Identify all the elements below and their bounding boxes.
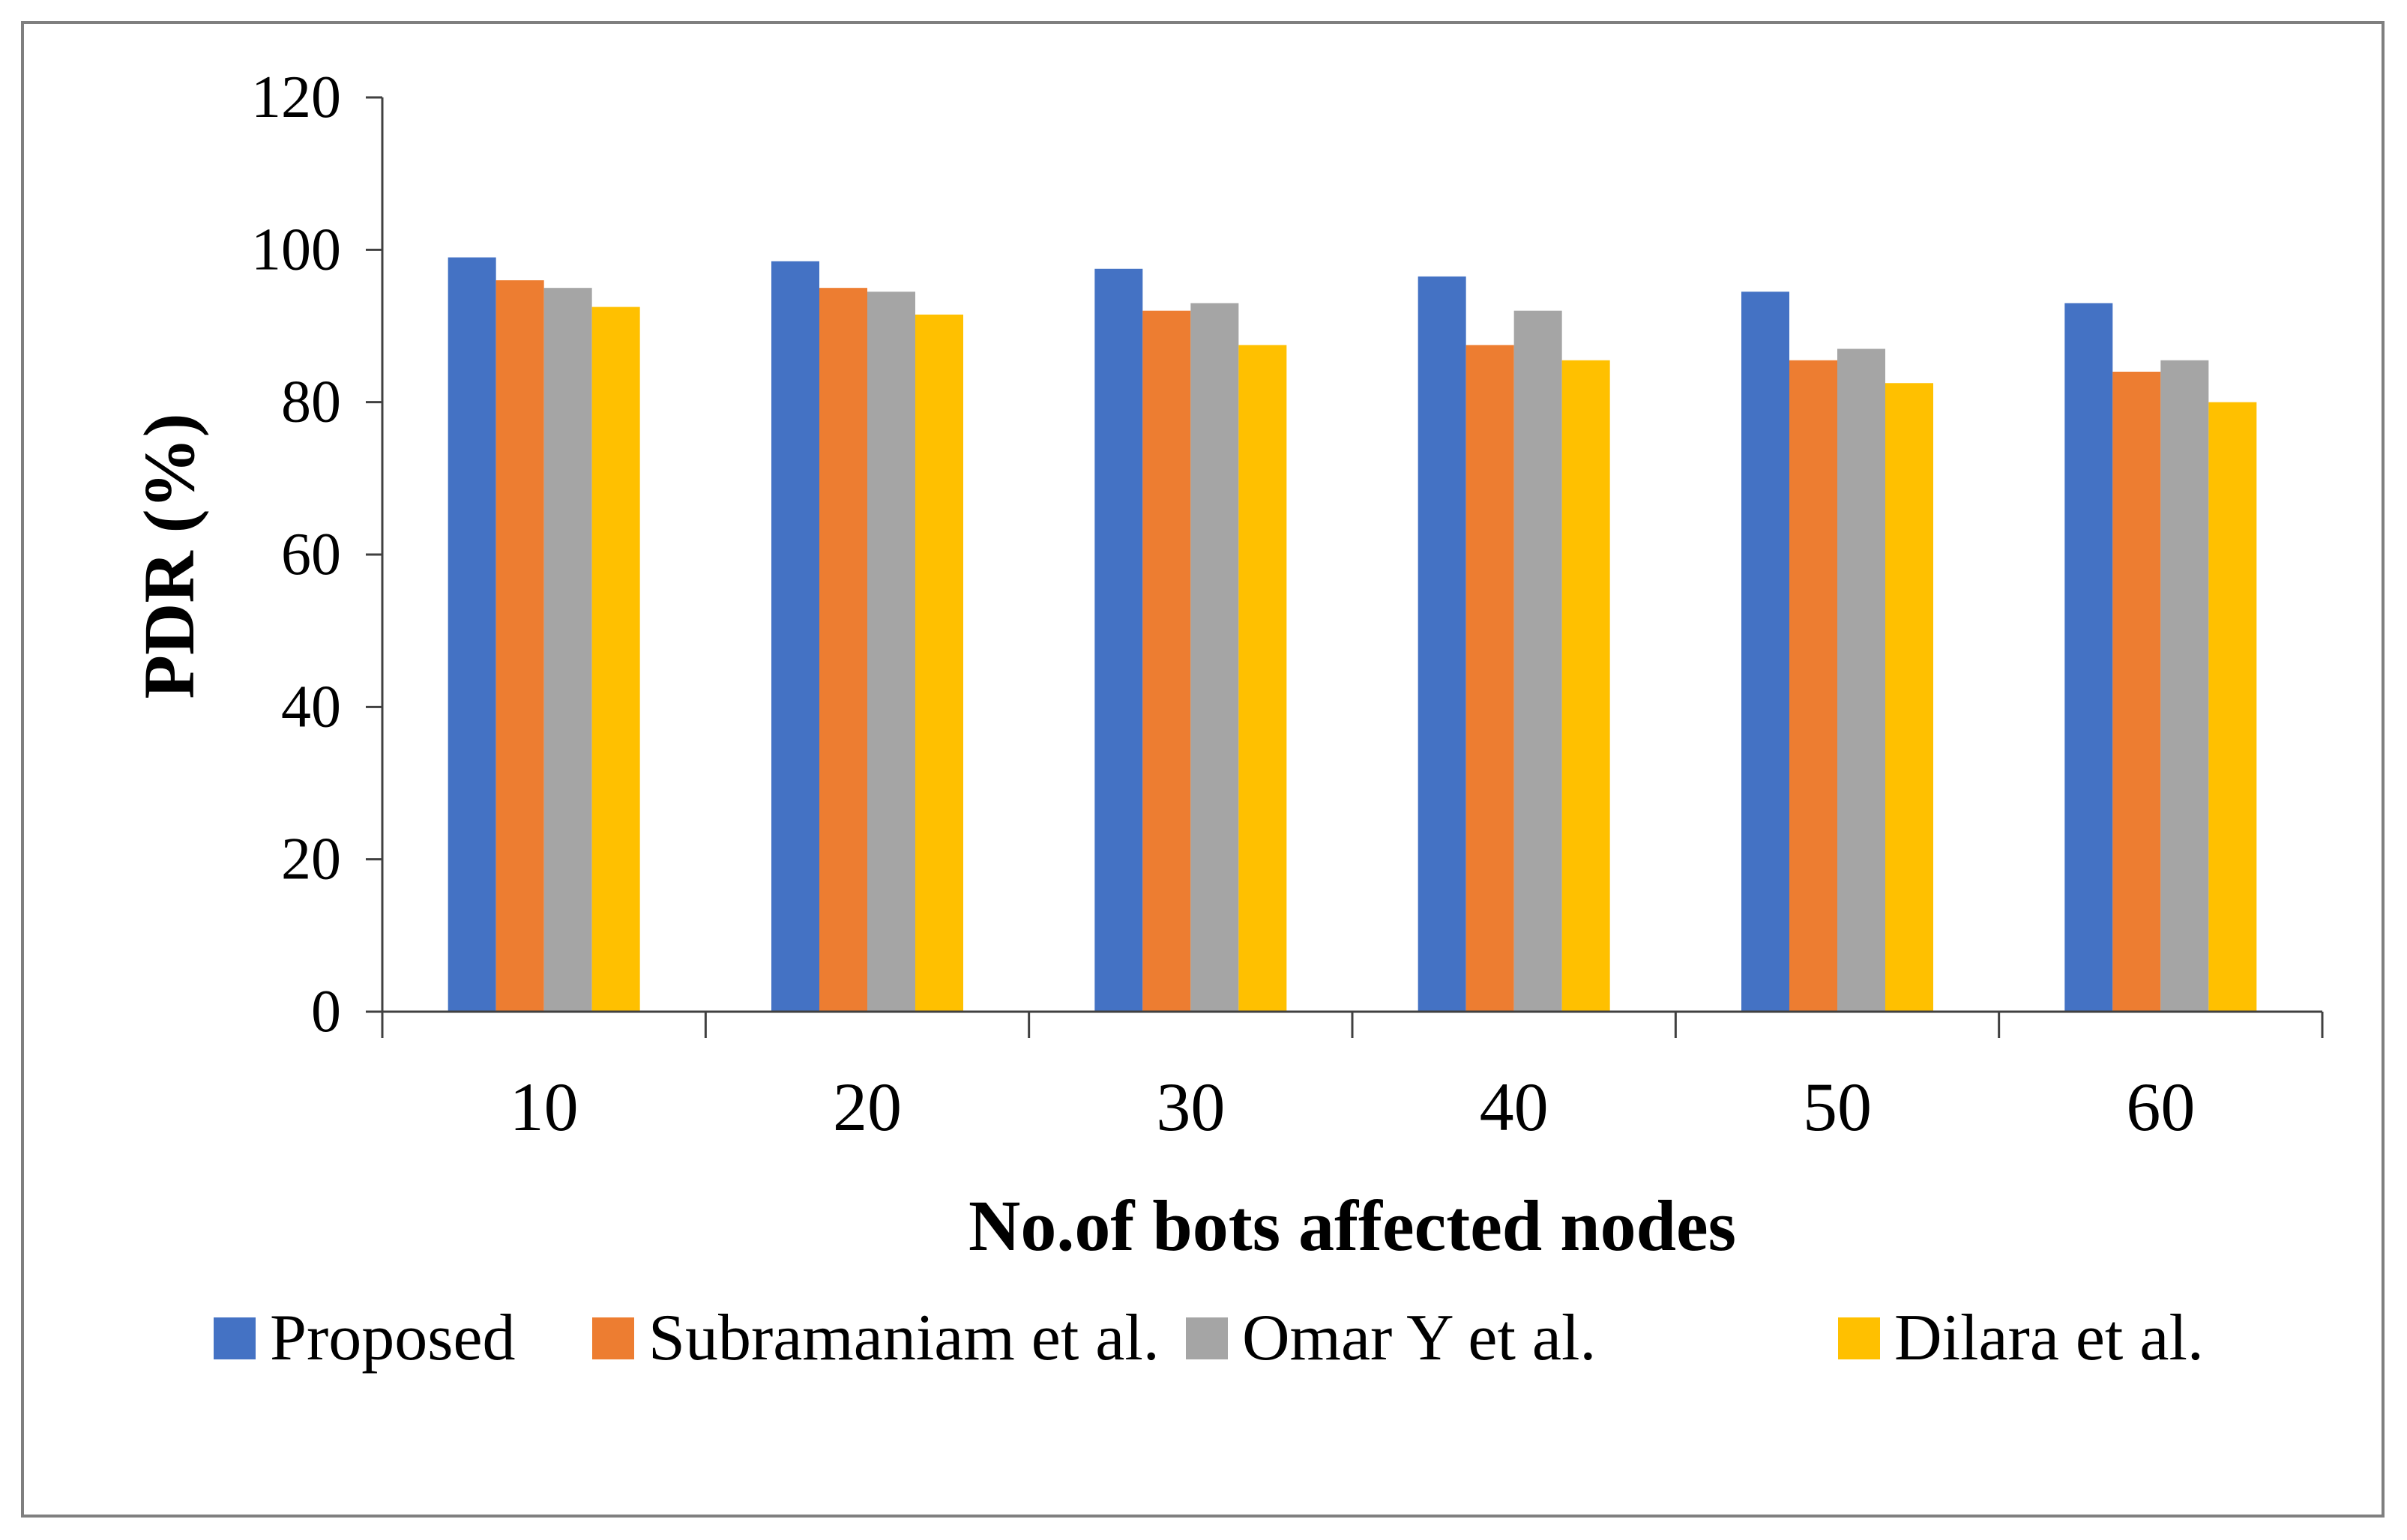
- bar-subramaniam-et-al-20: [819, 288, 867, 1012]
- x-axis-title: No.of bots affected nodes: [968, 1186, 1736, 1266]
- bar-proposed-60: [2064, 303, 2113, 1012]
- legend-label: Dilara et al.: [1894, 1302, 2204, 1374]
- axes-layer: [366, 96, 2324, 1038]
- bar-dilara-et-al-50: [1885, 383, 1933, 1012]
- x-tick-label: 20: [833, 1069, 902, 1145]
- x-tick-label: 30: [1156, 1069, 1225, 1145]
- bar-dilara-et-al-60: [2208, 402, 2257, 1012]
- legend-swatch: [592, 1317, 634, 1359]
- y-tick-label: 40: [281, 674, 341, 740]
- bar-subramaniam-et-al-40: [1465, 345, 1514, 1012]
- legend-label: Subramaniam et al.: [648, 1302, 1160, 1374]
- bar-proposed-10: [448, 257, 496, 1012]
- bar-omar-y-et-al-20: [867, 292, 915, 1012]
- bars-layer: [448, 257, 2257, 1012]
- bar-omar-y-et-al-60: [2160, 360, 2209, 1012]
- bar-proposed-40: [1418, 276, 1466, 1012]
- bar-subramaniam-et-al-60: [2112, 372, 2161, 1012]
- x-tick-label: 40: [1480, 1069, 1549, 1145]
- bar-subramaniam-et-al-10: [495, 280, 544, 1012]
- bar-proposed-50: [1741, 292, 1789, 1012]
- y-tick-label: 100: [251, 217, 341, 283]
- bar-dilara-et-al-20: [915, 314, 963, 1012]
- y-tick-label: 0: [311, 979, 341, 1045]
- labels-layer: 0 20 40 60 80 100 120 10 20 30 40 50 60 No.of bots af…: [129, 64, 2195, 1266]
- legend: Proposed Subramaniam et al. Omar Y et al. D…: [214, 1302, 2204, 1374]
- x-tick-label: 60: [2126, 1069, 2195, 1145]
- legend-swatch: [214, 1317, 256, 1359]
- legend-label: Proposed: [270, 1302, 516, 1374]
- bar-subramaniam-et-al-50: [1789, 360, 1837, 1012]
- bar-omar-y-et-al-40: [1513, 310, 1562, 1012]
- x-tick-label: 50: [1803, 1069, 1872, 1145]
- y-tick-label: 120: [251, 64, 341, 130]
- y-axis-title: PDR (%): [129, 413, 209, 698]
- bar-dilara-et-al-30: [1238, 345, 1287, 1012]
- y-tick-label: 20: [281, 827, 341, 893]
- legend-swatch: [1186, 1317, 1228, 1359]
- legend-swatch: [1838, 1317, 1880, 1359]
- bar-dilara-et-al-10: [591, 307, 640, 1012]
- bar-omar-y-et-al-30: [1190, 303, 1239, 1012]
- bar-omar-y-et-al-10: [543, 288, 592, 1012]
- bar-omar-y-et-al-50: [1837, 348, 1885, 1012]
- x-tick-label: 10: [510, 1069, 579, 1145]
- bar-subramaniam-et-al-30: [1142, 310, 1191, 1012]
- y-tick-label: 80: [281, 369, 341, 435]
- bar-proposed-20: [771, 261, 819, 1012]
- legend-label: Omar Y et al.: [1242, 1302, 1596, 1374]
- y-tick-label: 60: [281, 522, 341, 588]
- bar-proposed-30: [1094, 268, 1143, 1012]
- bar-dilara-et-al-40: [1561, 360, 1610, 1012]
